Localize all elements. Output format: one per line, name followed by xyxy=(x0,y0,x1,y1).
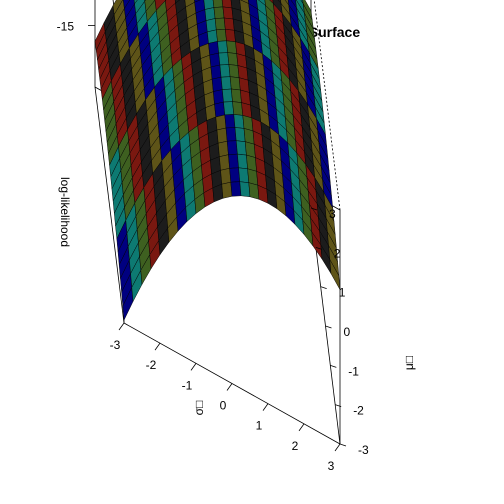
surface-facet-12-4 xyxy=(225,127,237,142)
surface-facet-13-8 xyxy=(229,76,241,91)
surface-facet-13-3 xyxy=(235,140,247,156)
surface-facet-13-5 xyxy=(233,114,245,129)
surface-facet-13-13 xyxy=(223,17,235,31)
y-tick-label: 2 xyxy=(334,246,341,260)
x-axis: -3 -2 -1 0 1 2 3 xyxy=(110,322,341,473)
surface-facet-11-12 xyxy=(207,29,218,44)
surface-facet-11-3 xyxy=(217,140,229,157)
x-tick-label: 2 xyxy=(292,439,299,453)
surface-facet-12-10 xyxy=(218,52,230,66)
surface-facet-13-12 xyxy=(225,29,236,43)
surface-facet-13-6 xyxy=(232,101,244,116)
y-tick-label: 3 xyxy=(329,207,336,221)
surface-facet-11-13 xyxy=(205,18,217,33)
surface-facet-12-13 xyxy=(214,17,226,31)
surface-facet-12-2 xyxy=(228,153,239,169)
surface-facet-11-1 xyxy=(220,168,232,185)
surface-facet-11-4 xyxy=(216,127,228,144)
surface-facet-12-12 xyxy=(216,29,227,42)
surface-facet-11-6 xyxy=(214,101,226,118)
x-tick-label: -1 xyxy=(182,378,193,392)
surface-facet-12-8 xyxy=(220,76,232,90)
z-tick-label: -15 xyxy=(57,19,75,33)
x-tick-3 xyxy=(226,383,233,391)
surface-facet-11-7 xyxy=(213,89,224,105)
x-tick-label: 1 xyxy=(256,419,263,433)
y-tick-4 xyxy=(320,286,327,290)
y-tick-1 xyxy=(335,404,342,408)
surface-facet-11-5 xyxy=(215,114,227,131)
surface-facet-12-3 xyxy=(226,140,238,155)
x-tick-1 xyxy=(154,342,161,351)
x-tick-4 xyxy=(262,403,269,411)
surface-facet-13-11 xyxy=(226,40,237,54)
x-tick-label: 3 xyxy=(328,459,335,473)
surface-facet-13-4 xyxy=(234,127,246,142)
x-tick-5 xyxy=(298,423,305,432)
y-tick-6 xyxy=(310,207,318,211)
surface-facet-13-7 xyxy=(231,88,242,103)
z-axis: -5-10-15 xyxy=(57,19,95,33)
surface-facet-13-0 xyxy=(239,181,251,198)
surface-facet-12-5 xyxy=(224,114,236,129)
y-tick-2 xyxy=(330,364,337,368)
y-tick-label: -2 xyxy=(353,404,364,418)
surface-facet-12-15 xyxy=(212,0,224,8)
x-tick-label: -2 xyxy=(146,358,157,372)
surface-facet-11-0 xyxy=(221,181,233,199)
surface-facet-13-10 xyxy=(227,52,239,66)
surface-facet-23-0 xyxy=(329,259,341,290)
x-axis-label: σ□ xyxy=(192,401,206,416)
surface-facet-12-14 xyxy=(213,6,225,19)
surface-facet-14-0 xyxy=(248,182,260,200)
x-tick-6 xyxy=(334,443,341,452)
y-tick-0 xyxy=(339,443,347,447)
y-tick-5 xyxy=(315,246,322,250)
y-tick-label: 1 xyxy=(339,286,346,300)
box-edge-1 xyxy=(94,86,125,324)
x-tick-2 xyxy=(190,363,197,371)
y-axis: -3 -2 -1 0 1 2 3 xyxy=(310,207,369,457)
surface-facet-11-9 xyxy=(210,64,222,80)
surface-facet-12-1 xyxy=(229,167,241,183)
surface-facet-11-10 xyxy=(209,52,221,68)
x-tick-0 xyxy=(118,322,125,331)
y-tick-label: -1 xyxy=(348,364,359,378)
surface-facet-13-2 xyxy=(237,153,248,170)
x-tick-label: -3 xyxy=(110,338,121,352)
surface-facet-12-0 xyxy=(230,181,242,197)
surface-facet-12-7 xyxy=(222,88,233,103)
surface-facet-13-1 xyxy=(238,167,250,183)
surface-facet-11-11 xyxy=(208,41,219,56)
z-axis-label: log-likelihood xyxy=(58,177,72,247)
surface-facet-11-8 xyxy=(211,76,223,92)
y-tick-3 xyxy=(325,325,332,329)
surface-facet-3-22 xyxy=(123,0,131,10)
surface-facet-12-9 xyxy=(219,64,231,78)
surface-facet-11-2 xyxy=(219,154,230,171)
surface-facet-12-11 xyxy=(217,40,228,54)
x-tick-label: 0 xyxy=(220,399,227,413)
y-axis-label: μ□ xyxy=(402,356,416,370)
surface-facet-13-9 xyxy=(228,64,240,78)
surface-facet-13-14 xyxy=(222,6,234,20)
surface-facet-12-6 xyxy=(223,101,235,116)
surface-mesh xyxy=(94,0,341,322)
y-tick-label: -3 xyxy=(358,443,369,457)
y-tick-label: 0 xyxy=(344,325,351,339)
